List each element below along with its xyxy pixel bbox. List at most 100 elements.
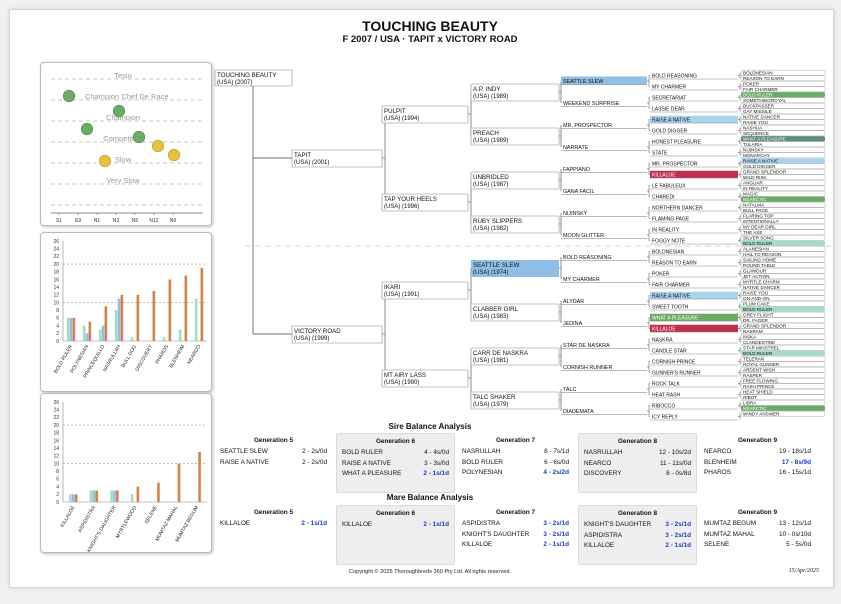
ancestor-name: RAISE A NATIVE — [342, 459, 391, 467]
balance-item: SELENE 5 - 5s/0d — [699, 540, 816, 551]
bar-s3 — [198, 452, 201, 502]
horse-name: BOLD RULER — [743, 351, 773, 356]
horse-name: JET ACTION — [743, 274, 769, 279]
g6-box — [740, 108, 826, 115]
bar-s1 — [130, 494, 134, 502]
g6-box — [740, 394, 826, 401]
horse-name: SOMETHINGROYAL — [743, 98, 786, 103]
horse-name: FAIR CHARMER — [743, 87, 778, 92]
bracket — [738, 116, 741, 123]
horse-name: GLAMOUR — [743, 269, 767, 274]
horse-name: GAY MISSILE — [743, 109, 772, 114]
bracket — [738, 94, 741, 101]
horse-name: NATALMA — [743, 203, 765, 208]
occurrence-value: 5 - 5s/0d — [786, 541, 811, 548]
balance-item: KNIGHT'S DAUGHTER 3 - 2s/1d — [579, 520, 696, 531]
mare-generation-9: Generation 9 MUMTAZ BEGUM 13 - 12s/1d MUMTA… — [699, 505, 816, 563]
scatter-point — [80, 122, 94, 136]
horse-name: JEDINA — [563, 321, 583, 327]
bracket — [738, 237, 741, 244]
horse-detail: (USA) (1987) — [473, 182, 508, 188]
bar-s1 — [82, 325, 86, 341]
bracket — [647, 97, 650, 109]
bar-s3 — [88, 321, 92, 341]
g6-box — [741, 158, 825, 164]
horse-name: REASON TO EARN — [652, 261, 697, 267]
bar-s1 — [98, 329, 102, 341]
occurrence-value: 10 - 0s/10d — [779, 530, 811, 538]
occurrence-value: 2 - 2s/0d — [302, 458, 327, 466]
horse-name: TALC SHAKER — [473, 394, 516, 401]
horse-name: RAISE YOU — [743, 291, 768, 296]
bar-s3 — [120, 294, 124, 341]
scatter-point — [132, 130, 146, 144]
bar-s3 — [136, 294, 140, 341]
horse-name: SAILING HOME — [743, 258, 776, 263]
scatter-point — [62, 89, 76, 103]
grandparent-box — [381, 193, 469, 212]
category-label: PHAROS — [154, 343, 170, 365]
horse-name: THE AXE — [743, 230, 762, 235]
level-label: Tesio — [114, 71, 132, 80]
horse-name: GOLD DIGGER — [652, 129, 688, 135]
horse-name: WHAT A PLEASURE — [652, 316, 699, 322]
g6-box — [740, 212, 826, 219]
bracket — [468, 92, 472, 136]
g3-box — [470, 391, 560, 410]
grandparent-box — [381, 281, 469, 300]
g6-box — [740, 97, 826, 104]
horse-name: FLAMING PAGE — [652, 217, 690, 223]
y-tick-label: 14 — [53, 446, 59, 452]
horse-name: LIBRA — [743, 401, 757, 406]
generation-header: Generation 7 — [495, 437, 536, 444]
horse-name: RIBOCCO — [652, 404, 675, 410]
bar-s1 — [162, 337, 166, 341]
bracket — [738, 72, 741, 79]
bar-s3 — [168, 279, 172, 341]
occurrence-value: 3 - 3s/0d — [424, 459, 449, 467]
g3-box — [470, 83, 560, 102]
bracket — [382, 113, 386, 203]
bracket — [647, 229, 650, 241]
subject-detail: (USA) (2007) — [217, 80, 252, 86]
horse-name: MAGIC — [743, 192, 759, 197]
bracket — [738, 127, 741, 134]
horse-name: BUCKPASSER — [743, 104, 775, 109]
category-label: MUMTAZ BEGUM — [174, 505, 200, 543]
horse-name: CANDLE STAR — [652, 349, 687, 355]
ancestor-name: PHAROS — [704, 469, 731, 476]
bracket — [738, 259, 741, 266]
x-tick-label: E9 — [75, 218, 81, 224]
bracket — [559, 81, 562, 103]
bar-s3 — [200, 267, 204, 341]
bracket — [647, 163, 650, 175]
horse-name: TALC — [563, 387, 576, 393]
bar-s1 — [114, 310, 118, 341]
g6-box — [740, 284, 826, 291]
bar-s2 — [69, 317, 73, 341]
level-label: Chef De Race — [121, 92, 168, 101]
g3-box — [470, 215, 560, 234]
sire-dam-box — [291, 149, 383, 168]
sire-generation-6: Generation 6 BOLD RULER 4 - 4s/0d RAISE A N… — [336, 433, 455, 493]
y-tick-label: 20 — [53, 262, 59, 268]
g6-box — [740, 141, 826, 148]
bar-s2 — [92, 490, 96, 502]
bracket — [559, 169, 562, 191]
bracket — [738, 281, 741, 288]
horse-name: RASH PRINCE — [743, 384, 774, 389]
horse-name: ICY REPLY — [652, 415, 678, 421]
balance-item: POLYNESIAN 4 - 2s/2d — [457, 468, 574, 479]
g6-box — [740, 372, 826, 379]
g6-box — [740, 278, 826, 285]
horse-name: NASHUA — [743, 126, 763, 131]
bar-s1 — [194, 298, 198, 341]
horse-name: CORNISH RUNNER — [563, 365, 613, 371]
ancestor-name: POLYNESIAN — [462, 469, 503, 476]
generation-header: Generation 8 — [617, 438, 658, 445]
horse-name: CLABBER GIRL — [473, 306, 519, 313]
balance-item: RAISE A NATIVE 2 - 2s/0d — [215, 458, 332, 469]
horse-detail: (USA) (1974) — [473, 270, 508, 276]
bar-s2 — [71, 494, 75, 502]
balance-item: MUMTAZ MAHAL 10 - 0s/10d — [699, 530, 816, 541]
